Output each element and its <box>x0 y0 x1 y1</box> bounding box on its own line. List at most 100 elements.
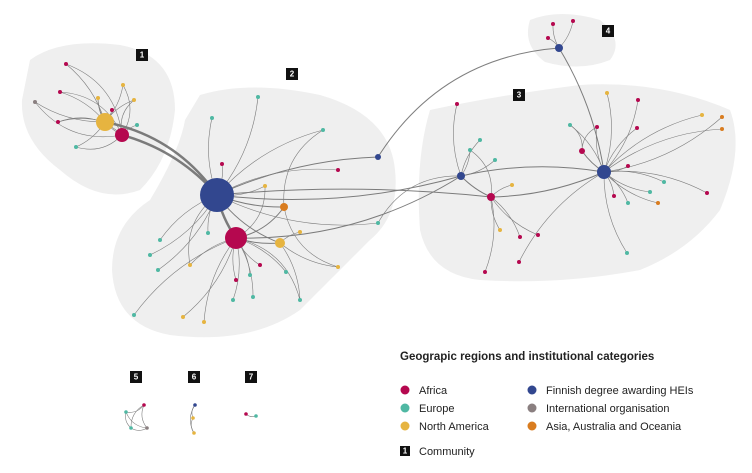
hull-4 <box>527 14 616 67</box>
edge <box>59 91 123 136</box>
community-label: 2 <box>290 70 295 79</box>
edge <box>216 188 492 198</box>
edge <box>191 404 196 419</box>
node <box>298 298 302 302</box>
node <box>275 238 285 248</box>
edge <box>603 92 612 173</box>
node <box>498 228 502 232</box>
node <box>662 180 666 184</box>
node <box>142 403 146 407</box>
community-hulls <box>21 14 736 338</box>
node <box>457 172 465 180</box>
community-label: 6 <box>192 373 197 382</box>
legend-label: International organisation <box>546 403 670 415</box>
edge <box>490 196 539 236</box>
edge <box>216 175 462 201</box>
node <box>220 162 224 166</box>
node <box>33 100 37 104</box>
edge <box>460 166 605 177</box>
edge <box>283 129 324 208</box>
node <box>96 113 114 131</box>
edge <box>216 156 379 196</box>
node <box>517 260 521 264</box>
node <box>145 426 149 430</box>
edge <box>125 411 148 429</box>
legend-title: Geograpic regions and institutional cate… <box>400 351 654 363</box>
node <box>284 270 288 274</box>
node <box>298 230 302 234</box>
community-label: 3 <box>517 91 522 100</box>
node <box>551 22 555 26</box>
node <box>605 91 609 95</box>
node <box>487 193 495 201</box>
legend: Africa Europe North America Finnish degree … <box>400 385 694 458</box>
node <box>244 412 248 416</box>
node <box>251 295 255 299</box>
edge <box>65 63 123 136</box>
node <box>455 102 459 106</box>
edge <box>603 114 703 173</box>
node <box>124 410 128 414</box>
legend-label: North America <box>419 421 490 433</box>
node <box>96 96 100 100</box>
community-labels: 1 2 3 4 5 6 7 <box>130 25 614 383</box>
node <box>595 125 599 129</box>
node <box>181 315 185 319</box>
legend-label: Africa <box>419 385 448 397</box>
node <box>571 19 575 23</box>
legend-community-label: Community <box>419 446 475 458</box>
hull-2 <box>112 87 396 338</box>
community-badge <box>136 49 148 61</box>
node <box>705 191 709 195</box>
legend-swatch <box>527 385 537 395</box>
node <box>625 251 629 255</box>
node <box>510 183 514 187</box>
community-label: 1 <box>140 51 145 60</box>
edge <box>603 128 723 173</box>
node <box>64 62 68 66</box>
community-badge <box>602 25 614 37</box>
edge <box>130 427 148 431</box>
edge <box>484 196 495 273</box>
node <box>200 178 234 212</box>
edge <box>141 404 148 429</box>
node <box>74 145 78 149</box>
node <box>121 83 125 87</box>
node <box>191 416 195 420</box>
legend-swatch <box>400 421 410 431</box>
edge <box>279 242 301 301</box>
node <box>635 126 639 130</box>
node <box>132 98 136 102</box>
community-label: 4 <box>606 27 611 36</box>
node <box>579 148 585 154</box>
legend-label: Finnish degree awarding HEIs <box>546 385 694 397</box>
node <box>110 108 114 112</box>
node <box>263 184 267 188</box>
edge <box>490 196 521 238</box>
community-badge <box>188 371 200 383</box>
node <box>555 44 563 52</box>
node <box>156 268 160 272</box>
node <box>280 203 288 211</box>
node <box>626 164 630 168</box>
community-badge <box>513 89 525 101</box>
nodes <box>33 19 724 435</box>
node <box>720 127 724 131</box>
node <box>597 165 611 179</box>
node <box>58 90 62 94</box>
node <box>336 168 340 172</box>
node <box>193 403 197 407</box>
edge <box>125 411 132 429</box>
edge <box>603 116 723 173</box>
community-label: 5 <box>134 373 139 382</box>
edge <box>125 404 145 413</box>
legend-swatch <box>400 403 410 413</box>
legend-swatch <box>527 403 537 413</box>
edge <box>469 149 492 198</box>
legend-swatch <box>400 385 410 395</box>
node <box>231 298 235 302</box>
node <box>135 123 139 127</box>
node <box>234 278 238 282</box>
node <box>375 154 381 160</box>
node <box>478 138 482 142</box>
